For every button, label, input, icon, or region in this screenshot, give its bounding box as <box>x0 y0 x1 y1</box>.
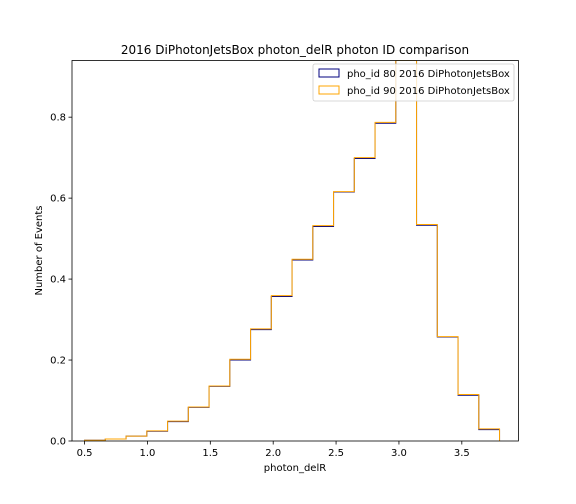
x-tick-label: 0.5 <box>77 448 93 459</box>
plot-frame <box>71 60 519 442</box>
legend: pho_id 80 2016 DiPhotonJetsBox pho_id 90… <box>312 63 515 102</box>
chart-title: 2016 DiPhotonJetsBox photon_delR photon … <box>121 43 469 57</box>
series-layer <box>84 60 501 441</box>
x-axis: 0.5 1.0 1.5 2.0 2.5 3.0 3.5 <box>77 441 470 459</box>
x-tick-label: 2.5 <box>328 448 344 459</box>
y-tick-label: 0.4 <box>50 275 66 286</box>
legend-box <box>312 63 515 102</box>
legend-label-pho-id-90: pho_id 90 2016 DiPhotonJetsBox <box>347 86 510 97</box>
x-tick-label: 1.5 <box>202 448 218 459</box>
legend-label-pho-id-80: pho_id 80 2016 DiPhotonJetsBox <box>347 69 510 80</box>
x-axis-label: photon_delR <box>264 463 326 474</box>
y-tick-label: 0.0 <box>50 437 66 448</box>
y-tick-label: 0.2 <box>50 356 66 367</box>
legend-swatch-pho-id-80 <box>318 68 340 78</box>
y-tick-label: 0.8 <box>50 113 66 124</box>
x-tick-label: 2.0 <box>265 448 281 459</box>
y-axis: 0.0 0.2 0.4 0.6 0.8 <box>50 113 72 448</box>
y-tick-label: 0.6 <box>50 194 66 205</box>
x-tick-label: 3.5 <box>454 448 470 459</box>
legend-swatch-pho-id-90 <box>318 85 340 95</box>
series-line-pho-id-90 <box>84 60 501 441</box>
x-tick-label: 3.0 <box>391 448 407 459</box>
x-tick-label: 1.0 <box>139 448 155 459</box>
y-axis-label: Number of Events <box>34 205 45 295</box>
